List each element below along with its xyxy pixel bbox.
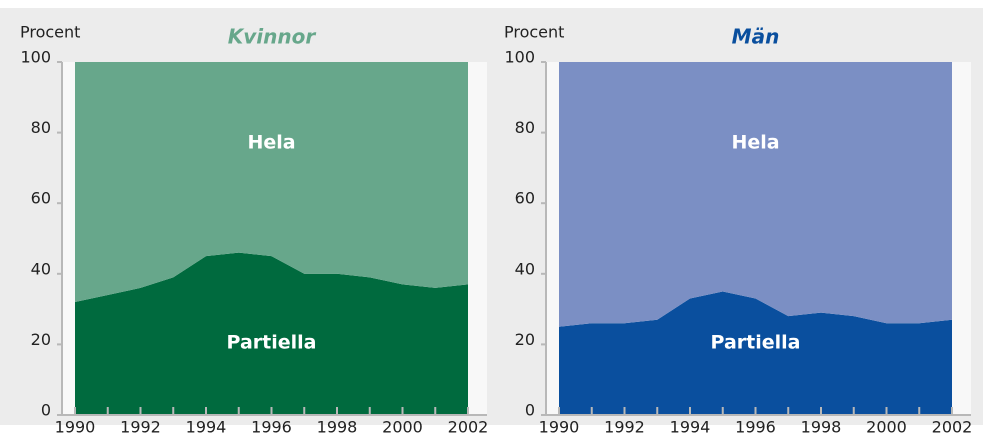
area [75,62,468,303]
y-tick-label: 20 [515,330,535,349]
area [75,252,468,415]
series-label: Partiella [227,332,317,354]
y-tick-label: 20 [31,330,51,349]
y-tick-label: 100 [504,48,535,67]
x-tick-label: 2002 [932,418,973,437]
y-tick-label: 60 [31,189,51,208]
x-tick-label: 2000 [866,418,907,437]
y-tick-label: 40 [515,259,535,278]
x-tick-label: 1998 [801,418,842,437]
series-label: Hela [731,132,779,154]
x-tick-label: 1994 [670,418,711,437]
area [559,291,952,415]
y-tick-label: 80 [31,118,51,137]
chart-title: Män [732,25,780,49]
x-tick-label: 2002 [448,418,489,437]
x-tick-label: 1992 [604,418,645,437]
y-axis-label: Procent [20,23,80,42]
series-label: Hela [247,132,295,154]
y-tick-label: 80 [515,118,535,137]
y-tick-label: 0 [41,401,51,420]
x-tick-label: 1990 [55,418,96,437]
chart-title: Kvinnor [228,25,317,49]
x-tick-label: 1996 [735,418,776,437]
y-tick-label: 0 [525,401,535,420]
y-axis-label: Procent [504,23,564,42]
area [559,62,952,327]
x-tick-label: 1994 [186,418,227,437]
x-tick-label: 2000 [382,418,423,437]
x-tick-label: 1996 [251,418,292,437]
x-tick-label: 1998 [317,418,358,437]
y-tick-label: 100 [20,48,51,67]
x-tick-label: 1990 [539,418,580,437]
y-tick-label: 40 [31,259,51,278]
series-label: Partiella [711,332,801,354]
x-tick-label: 1992 [120,418,161,437]
y-tick-label: 60 [515,189,535,208]
